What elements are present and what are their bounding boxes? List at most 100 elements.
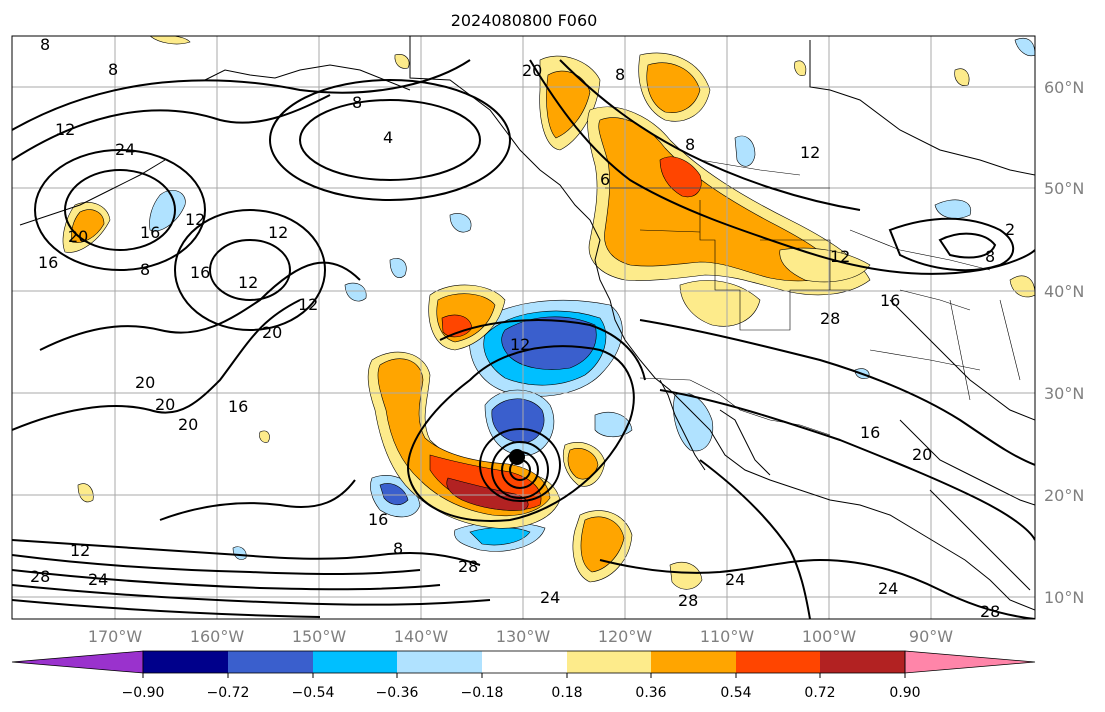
contour-label: 8 bbox=[140, 260, 150, 279]
colorbar-segment bbox=[820, 651, 905, 673]
contour-label: 20 bbox=[155, 395, 175, 414]
lon-label: 90°W bbox=[909, 627, 953, 646]
contour-label: 16 bbox=[860, 423, 880, 442]
contour-label: 12 bbox=[185, 210, 205, 229]
negative-anomaly-region bbox=[1014, 37, 1035, 57]
negative-anomaly-region bbox=[469, 527, 531, 546]
contour-label: 8 bbox=[615, 65, 625, 84]
contour-label: 12 bbox=[70, 541, 90, 560]
contour-label: 24 bbox=[115, 140, 135, 159]
contour-label: 28 bbox=[458, 557, 478, 576]
contour-label: 16 bbox=[368, 510, 388, 529]
latitude-labels: 60°N 50°N 40°N 30°N 20°N 10°N bbox=[1044, 78, 1084, 607]
colorbar-tick-label: −0.72 bbox=[207, 685, 250, 701]
colorbar-segment bbox=[482, 651, 567, 673]
negative-anomaly-region bbox=[934, 199, 972, 219]
colorbar-tick-label: −0.18 bbox=[461, 685, 504, 701]
contour-label: 8 bbox=[393, 539, 403, 558]
negative-anomaly-region bbox=[389, 258, 407, 279]
positive-anomaly-region bbox=[580, 516, 625, 573]
contour-label: 16 bbox=[38, 253, 58, 272]
negative-anomaly-region bbox=[734, 135, 756, 167]
contour-label: 12 bbox=[510, 335, 530, 354]
contour-label: 24 bbox=[725, 570, 745, 589]
negative-anomaly-region bbox=[501, 316, 597, 370]
colorbar-tick-label: 0.72 bbox=[804, 685, 835, 701]
lon-label: 170°W bbox=[88, 627, 143, 646]
contour-label: 16 bbox=[228, 397, 248, 416]
contour-label: 20 bbox=[522, 61, 542, 80]
positive-anomaly-region bbox=[71, 209, 105, 243]
lat-label: 40°N bbox=[1044, 282, 1084, 301]
contour-label: 24 bbox=[878, 579, 898, 598]
map-panel: 8 8 12 24 12 16 20 8 16 12 16 20 12 20 1… bbox=[11, 35, 1084, 646]
colorbar-tick-label: −0.54 bbox=[292, 685, 335, 701]
contour-label: 8 bbox=[985, 247, 995, 266]
contour-label: 6 bbox=[600, 170, 610, 189]
colorbar-tick-label: −0.36 bbox=[376, 685, 419, 701]
contour-label: 8 bbox=[352, 93, 362, 112]
negative-anomaly-region bbox=[449, 213, 472, 233]
colorbar-segment bbox=[313, 651, 397, 673]
positive-anomaly-region bbox=[669, 561, 703, 590]
colorbar-frame bbox=[142, 650, 906, 674]
negative-anomaly-region bbox=[594, 411, 633, 438]
colorbar-segment bbox=[651, 651, 736, 673]
contour-label: 28 bbox=[820, 309, 840, 328]
contour-label: 16 bbox=[140, 223, 160, 242]
longitude-labels: 170°W 160°W 150°W 140°W 130°W 120°W 110°… bbox=[88, 627, 953, 646]
contour-label: 28 bbox=[678, 591, 698, 610]
contour-label: 20 bbox=[178, 415, 198, 434]
colorbar-segment bbox=[228, 651, 313, 673]
map-title: 2024080800 F060 bbox=[451, 11, 598, 30]
colorbar-segment bbox=[143, 651, 228, 673]
negative-anomaly-region bbox=[149, 190, 186, 232]
positive-anomaly-region bbox=[149, 36, 191, 45]
contour-label: 2 bbox=[1005, 220, 1015, 239]
negative-anomaly-region bbox=[379, 483, 409, 506]
colorbar-tick-label: 0.18 bbox=[551, 685, 582, 701]
contour-label: 8 bbox=[685, 135, 695, 154]
colorbar-ticks bbox=[142, 673, 906, 678]
contour-labels: 8 8 12 24 12 16 20 8 16 12 16 20 12 20 1… bbox=[30, 35, 1015, 621]
contour-label: 24 bbox=[540, 588, 560, 607]
lon-label: 160°W bbox=[190, 627, 245, 646]
colorbar-tick-label: −0.90 bbox=[122, 685, 165, 701]
positive-anomaly-region bbox=[779, 247, 871, 283]
contour-label: 8 bbox=[108, 60, 118, 79]
contour-label: 12 bbox=[800, 143, 820, 162]
colorbar-tick-label: 0.36 bbox=[635, 685, 666, 701]
lat-label: 20°N bbox=[1044, 486, 1084, 505]
contour-label: 12 bbox=[268, 223, 288, 242]
colorbar-min-extension bbox=[11, 650, 144, 674]
positive-anomaly-region bbox=[794, 60, 807, 76]
colorbar-tick-label: 0.90 bbox=[889, 685, 920, 701]
lon-label: 120°W bbox=[598, 627, 653, 646]
positive-anomaly-region bbox=[259, 430, 270, 443]
colorbar-segment bbox=[567, 651, 651, 673]
positive-anomaly-region bbox=[394, 54, 410, 69]
colorbar-segment bbox=[397, 651, 482, 673]
coastlines bbox=[19, 36, 1035, 611]
contour-label: 20 bbox=[262, 323, 282, 342]
contour-label: 12 bbox=[298, 295, 318, 314]
lon-label: 130°W bbox=[496, 627, 551, 646]
lat-label: 50°N bbox=[1044, 179, 1084, 198]
contour-label: 20 bbox=[68, 227, 88, 246]
map-frame bbox=[11, 35, 1036, 620]
storm-center-marker bbox=[509, 449, 525, 465]
colorbar-tick-label: 0.54 bbox=[720, 685, 751, 701]
contour-label: 12 bbox=[830, 247, 850, 266]
contour-label: 16 bbox=[190, 263, 210, 282]
lat-label: 60°N bbox=[1044, 78, 1084, 97]
colorbar: −0.90 −0.72 −0.54 −0.36 −0.18 0.18 0.36 … bbox=[11, 650, 1036, 701]
lon-label: 110°W bbox=[700, 627, 755, 646]
lon-label: 100°W bbox=[802, 627, 857, 646]
contour-label: 8 bbox=[40, 35, 50, 54]
positive-anomaly-region bbox=[646, 62, 701, 113]
contour-label: 28 bbox=[30, 567, 50, 586]
positive-anomaly-region bbox=[954, 68, 970, 86]
contour-label: 24 bbox=[88, 570, 108, 589]
contour-label: 12 bbox=[55, 120, 75, 139]
